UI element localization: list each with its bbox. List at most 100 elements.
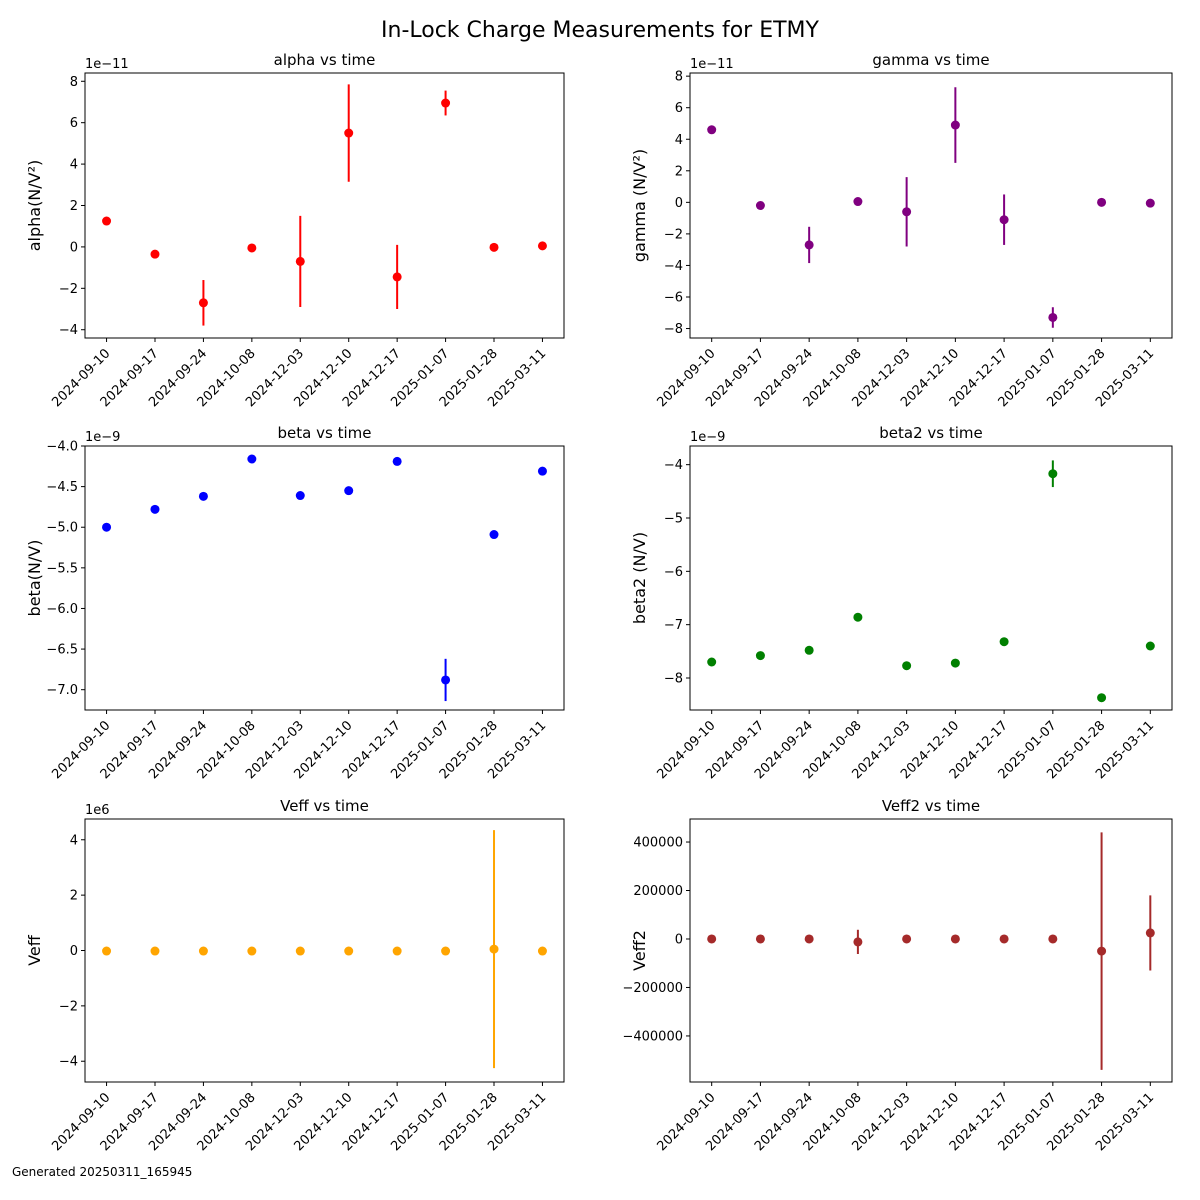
data-point: [198, 491, 208, 501]
subplot-title: gamma vs time: [872, 51, 989, 69]
y-axis-label: alpha(N/V²): [25, 160, 44, 252]
data-point: [198, 298, 208, 308]
y-tick-label: −4: [664, 458, 683, 473]
subplot-title: Veff vs time: [280, 797, 369, 815]
data-point: [1097, 197, 1107, 207]
data-point: [247, 946, 257, 956]
axes-frame: [84, 445, 565, 711]
y-tick-label: 6: [675, 101, 683, 116]
y-tick-label: 2: [70, 889, 78, 904]
data-point: [999, 934, 1009, 944]
data-point: [295, 946, 305, 956]
y-tick-label: 4: [675, 133, 683, 148]
y-tick-label: −400000: [622, 1029, 683, 1044]
data-point: [853, 612, 863, 622]
axis-offset-label: 1e6: [85, 803, 110, 818]
data-point: [295, 491, 305, 501]
y-tick-label: 4: [70, 833, 78, 848]
data-point: [198, 946, 208, 956]
data-point: [902, 661, 912, 671]
y-tick-label: 6: [70, 116, 78, 131]
y-tick-label: −7: [664, 618, 683, 633]
data-point: [1048, 934, 1058, 944]
y-tick-label: −6.5: [46, 643, 78, 658]
data-point: [950, 934, 960, 944]
y-tick-label: 400000: [633, 836, 683, 851]
subplot-title: beta vs time: [278, 424, 372, 442]
data-point: [392, 272, 402, 282]
data-point: [441, 98, 451, 108]
y-tick-label: 0: [675, 932, 683, 947]
axis-offset-label: 1e−9: [690, 430, 725, 445]
y-tick-label: −7.0: [46, 683, 78, 698]
data-point: [102, 946, 112, 956]
y-tick-label: −4.5: [46, 480, 78, 495]
y-tick-label: −4: [59, 323, 78, 338]
y-tick-label: 0: [675, 196, 683, 211]
subplot-title: alpha vs time: [274, 51, 376, 69]
data-point: [707, 657, 717, 667]
axis-offset-label: 1e−11: [85, 57, 129, 72]
data-point: [707, 934, 717, 944]
data-point: [804, 240, 814, 250]
subplot-3: beta vs time beta(N/V) 1e−9 −7.0 −6.5 −6.0 −5.…: [25, 424, 565, 782]
data-point: [489, 944, 499, 954]
y-tick-label: −200000: [622, 981, 683, 996]
data-point: [999, 637, 1009, 647]
data-point: [804, 934, 814, 944]
y-tick-label: −5.5: [46, 561, 78, 576]
y-tick-label: −4.0: [46, 440, 78, 455]
y-tick-label: −5.0: [46, 521, 78, 536]
data-point: [344, 486, 354, 496]
y-tick-label: 2: [70, 199, 78, 214]
axes-frame: [689, 72, 1173, 339]
y-tick-label: −2: [664, 227, 683, 242]
data-point: [853, 197, 863, 207]
data-point: [102, 522, 112, 532]
y-tick-label: −2: [59, 999, 78, 1014]
data-point: [1097, 693, 1107, 703]
y-tick-label: 2: [675, 164, 683, 179]
data-point: [950, 120, 960, 130]
subplot-title: Veff2 vs time: [882, 797, 980, 815]
data-point: [537, 466, 547, 476]
y-axis-label: Veff: [25, 934, 44, 966]
y-axis-label: beta2 (N/V): [630, 532, 649, 624]
axis-offset-label: 1e−9: [85, 430, 120, 445]
y-tick-label: 8: [675, 70, 683, 85]
data-point: [489, 242, 499, 252]
data-point: [1145, 198, 1155, 208]
y-tick-label: −2: [59, 282, 78, 297]
y-tick-label: 0: [70, 944, 78, 959]
data-point: [489, 530, 499, 540]
data-point: [392, 456, 402, 466]
data-point: [150, 504, 160, 514]
data-point: [804, 645, 814, 655]
data-point: [1145, 641, 1155, 651]
y-tick-label: −6.0: [46, 602, 78, 617]
data-point: [755, 201, 765, 210]
figure-title: In-Lock Charge Measurements for ETMY: [381, 18, 819, 43]
data-point: [950, 658, 960, 668]
y-axis-label: Veff2: [630, 930, 649, 971]
data-point: [1097, 946, 1107, 956]
y-tick-label: 0: [70, 240, 78, 255]
data-point: [999, 215, 1009, 225]
axes-frame: [689, 445, 1173, 711]
y-tick-label: 8: [70, 75, 78, 90]
y-tick-label: 4: [70, 158, 78, 173]
data-point: [150, 946, 160, 956]
subplot-5: Veff vs timeVeff1e6−4−20242024-09-102024…: [25, 797, 565, 1154]
axes-frame: [84, 72, 565, 339]
data-point: [344, 946, 354, 956]
subplot-1: alpha vs timealpha(N/V²)1e−11−4−20246820…: [25, 51, 565, 410]
y-axis-label: beta(N/V): [25, 540, 44, 617]
subplot-6: Veff2 vs time Veff2 −400000 −200000 0 200000 4…: [622, 797, 1173, 1154]
data-point: [755, 934, 765, 944]
y-tick-label: −6: [664, 565, 683, 580]
data-point: [247, 243, 257, 253]
data-point: [102, 216, 112, 226]
data-point: [150, 249, 160, 259]
data-point: [392, 946, 402, 956]
